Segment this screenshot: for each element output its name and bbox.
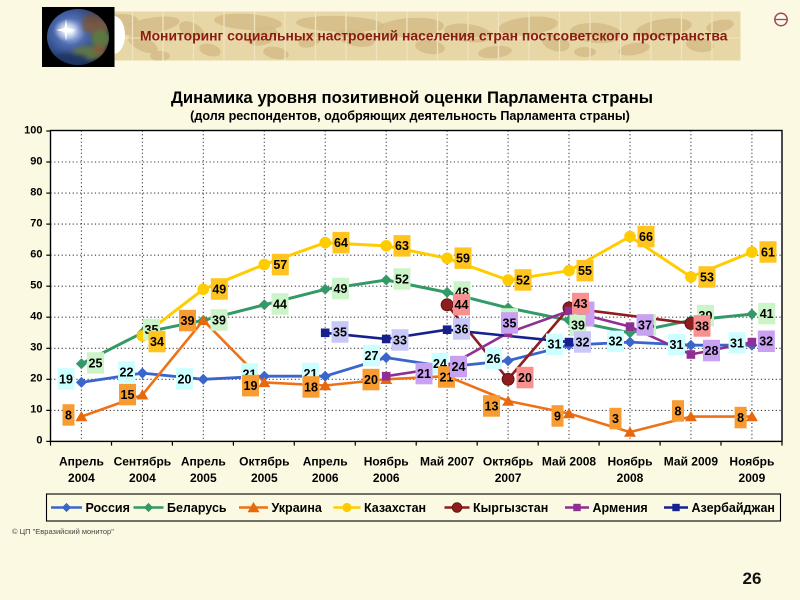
svg-text:Динамика уровня позитивной оце: Динамика уровня позитивной оценки Парлам… — [171, 88, 653, 107]
svg-text:Май 2008: Май 2008 — [542, 455, 597, 469]
svg-text:43: 43 — [574, 297, 588, 311]
svg-text:2005: 2005 — [251, 471, 278, 485]
svg-text:55: 55 — [578, 264, 592, 278]
svg-text:Кыргызстан: Кыргызстан — [473, 501, 548, 515]
svg-text:Апрель: Апрель — [303, 455, 348, 469]
svg-text:38: 38 — [695, 319, 709, 333]
svg-text:3: 3 — [612, 412, 619, 426]
svg-text:8: 8 — [65, 408, 72, 422]
svg-text:Мониторинг социальных настроен: Мониторинг социальных настроений населен… — [140, 28, 728, 44]
svg-text:2004: 2004 — [129, 471, 156, 485]
svg-text:90: 90 — [30, 155, 42, 167]
svg-text:Май 2009: Май 2009 — [664, 455, 719, 469]
svg-text:Украина: Украина — [272, 501, 323, 515]
svg-text:41: 41 — [760, 307, 774, 321]
svg-text:2006: 2006 — [373, 471, 400, 485]
svg-text:19: 19 — [59, 372, 73, 386]
svg-text:39: 39 — [212, 313, 226, 327]
svg-text:32: 32 — [576, 335, 590, 349]
svg-text:19: 19 — [244, 379, 258, 393]
svg-text:70: 70 — [30, 217, 42, 229]
svg-text:52: 52 — [516, 273, 530, 287]
svg-text:24: 24 — [452, 360, 466, 374]
svg-text:20: 20 — [364, 373, 378, 387]
svg-text:Ноябрь: Ноябрь — [364, 455, 409, 469]
svg-text:Апрель: Апрель — [181, 455, 226, 469]
svg-text:57: 57 — [273, 258, 287, 272]
svg-text:26: 26 — [743, 569, 762, 588]
svg-text:20: 20 — [178, 372, 192, 386]
svg-text:35: 35 — [503, 316, 517, 330]
svg-text:20: 20 — [518, 371, 532, 385]
svg-text:32: 32 — [759, 335, 773, 349]
svg-text:60: 60 — [30, 249, 42, 261]
svg-text:36: 36 — [455, 322, 469, 336]
svg-text:Апрель: Апрель — [59, 455, 104, 469]
svg-text:31: 31 — [548, 338, 562, 352]
svg-text:61: 61 — [761, 245, 775, 259]
svg-text:35: 35 — [333, 325, 347, 339]
svg-text:26: 26 — [487, 352, 501, 366]
svg-text:21: 21 — [417, 367, 431, 381]
svg-text:30: 30 — [30, 342, 42, 354]
svg-text:Сентябрь: Сентябрь — [114, 455, 172, 469]
svg-text:Беларусь: Беларусь — [167, 501, 227, 515]
svg-text:2005: 2005 — [190, 471, 217, 485]
svg-text:20: 20 — [30, 373, 42, 385]
svg-text:Октябрь: Октябрь — [239, 455, 289, 469]
svg-text:34: 34 — [150, 335, 164, 349]
svg-text:100: 100 — [24, 124, 42, 136]
svg-text:39: 39 — [181, 314, 195, 328]
svg-text:Азербайджан: Азербайджан — [692, 501, 775, 515]
svg-text:0: 0 — [36, 435, 42, 447]
svg-text:2007: 2007 — [495, 471, 522, 485]
svg-text:Ноябрь: Ноябрь — [608, 455, 653, 469]
svg-text:15: 15 — [121, 388, 135, 402]
svg-text:Ноябрь: Ноябрь — [729, 455, 774, 469]
svg-text:39: 39 — [571, 319, 585, 333]
svg-text:2006: 2006 — [312, 471, 339, 485]
svg-text:8: 8 — [737, 411, 744, 425]
svg-text:8: 8 — [675, 404, 682, 418]
svg-text:Россия: Россия — [86, 501, 130, 515]
svg-text:53: 53 — [700, 270, 714, 284]
svg-text:10: 10 — [30, 404, 42, 416]
svg-text:22: 22 — [120, 365, 134, 379]
svg-text:25: 25 — [89, 356, 103, 370]
svg-text:49: 49 — [334, 282, 348, 296]
svg-text:27: 27 — [365, 349, 379, 363]
svg-text:Казахстан: Казахстан — [364, 501, 426, 515]
svg-text:Октябрь: Октябрь — [483, 455, 533, 469]
svg-text:31: 31 — [670, 338, 684, 352]
svg-text:31: 31 — [730, 336, 744, 350]
svg-text:32: 32 — [609, 335, 623, 349]
svg-text:44: 44 — [455, 298, 469, 312]
svg-text:Армения: Армения — [593, 501, 648, 515]
svg-text:64: 64 — [334, 236, 348, 250]
svg-text:33: 33 — [393, 333, 407, 347]
svg-text:80: 80 — [30, 186, 42, 198]
svg-text:18: 18 — [304, 380, 318, 394]
svg-text:40: 40 — [30, 311, 42, 323]
svg-text:49: 49 — [212, 282, 226, 296]
svg-text:13: 13 — [485, 399, 499, 413]
svg-text:37: 37 — [638, 318, 652, 332]
svg-text:© ЦП "Евразийский монитор": © ЦП "Евразийский монитор" — [12, 527, 114, 536]
svg-text:59: 59 — [456, 252, 470, 266]
svg-text:44: 44 — [273, 297, 287, 311]
svg-text:52: 52 — [395, 272, 409, 286]
svg-text:28: 28 — [705, 344, 719, 358]
svg-text:9: 9 — [554, 409, 561, 423]
svg-text:2008: 2008 — [617, 471, 644, 485]
svg-text:(доля респондентов, одобряющих: (доля респондентов, одобряющих деятельно… — [190, 109, 630, 123]
svg-text:63: 63 — [395, 239, 409, 253]
svg-text:Май 2007: Май 2007 — [420, 455, 475, 469]
svg-text:2009: 2009 — [739, 471, 766, 485]
svg-text:50: 50 — [30, 280, 42, 292]
svg-text:66: 66 — [639, 230, 653, 244]
svg-text:2004: 2004 — [68, 471, 95, 485]
